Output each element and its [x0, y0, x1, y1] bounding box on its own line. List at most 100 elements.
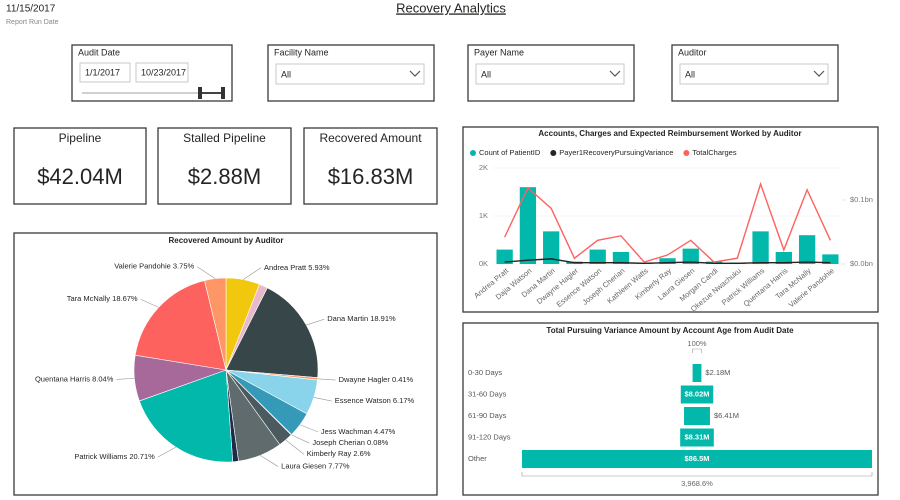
slice-name: Tara McNally: [67, 294, 111, 303]
chart-title: Accounts, Charges and Expected Reimburse…: [538, 129, 801, 138]
filter-label: Payer Name: [474, 47, 524, 57]
funnel-annotation: 100%: [687, 339, 707, 348]
line-series: [504, 258, 831, 265]
y-tick-label: 2K: [479, 163, 488, 172]
slice-label: Jess Wachman 4.47%: [321, 427, 396, 436]
bar: [659, 258, 676, 264]
slice-name: Joseph Cherian: [312, 438, 365, 447]
funnel-bar: [680, 428, 714, 447]
funnel-category: 61-90 Days: [468, 411, 507, 420]
dropdown-chevron: [609, 70, 621, 77]
funnel-category: 31-60 Days: [468, 389, 507, 398]
funnel-annotation: 3,968.6%: [681, 479, 713, 488]
bar: [496, 249, 513, 264]
pie-slice: [204, 277, 227, 371]
leader-line: [140, 298, 159, 308]
funnel-value-label: $86.5M: [684, 454, 709, 463]
slice-label: Quentana Harris 8.04%: [35, 374, 114, 383]
chart-title: Recovered Amount by Auditor: [169, 236, 284, 245]
kpi-card: [157, 127, 292, 205]
funnel-panel: [462, 322, 879, 496]
funnel-value-label: $8.02M: [684, 389, 709, 398]
bar: [589, 249, 606, 264]
funnel-category: Other: [468, 454, 487, 463]
funnel-category: 0-30 Days: [468, 368, 502, 377]
bar: [543, 231, 560, 264]
legend-label: Count of PatientID: [479, 148, 541, 157]
date-to: 10/23/2017: [141, 67, 186, 77]
bar: [775, 252, 792, 264]
leader-line: [260, 455, 279, 467]
slice-label: Dana Martin 18.91%: [327, 314, 396, 323]
slice-name: Dwayne Hagler: [339, 375, 391, 384]
kpi-value: $2.88M: [188, 164, 261, 189]
slider-handle[interactable]: [198, 87, 202, 99]
slice-label: Patrick Williams 20.71%: [74, 452, 155, 461]
kpi-label: Stalled Pipeline: [183, 131, 266, 145]
pie-slice: [138, 369, 234, 463]
filter-label: Facility Name: [274, 47, 329, 57]
slice-label: Dwayne Hagler 0.41%: [339, 375, 414, 384]
dropdown-value: All: [481, 69, 491, 79]
leader-line: [299, 424, 319, 433]
slice-label: Andrea Pratt 5.93%: [264, 263, 330, 272]
dropdown[interactable]: [475, 63, 625, 85]
slice-label: Valerie Pandohie 3.75%: [114, 262, 194, 271]
legend-marker: [550, 150, 557, 156]
leader-line: [285, 439, 304, 455]
slider-handle[interactable]: [221, 87, 225, 99]
slice-name: Essence Watson: [335, 396, 391, 405]
y2-tick-label: $0.0bn: [850, 259, 873, 268]
bar: [798, 235, 816, 264]
slice-value: 18.91%: [370, 314, 396, 323]
kpi-value: $42.04M: [37, 164, 123, 189]
funnel-value-label: $2.18M: [705, 368, 730, 377]
funnel-value-label: $6.41M: [714, 411, 739, 420]
y-tick-label: 0K: [479, 259, 488, 268]
leader-line: [317, 378, 336, 381]
funnel-category: 91-120 Days: [468, 432, 511, 441]
report-date-caption: Report Run Date: [6, 19, 59, 26]
date-to-input[interactable]: [135, 62, 189, 83]
slice-name: Dana Martin: [327, 314, 368, 323]
y-tick-label: 1K: [479, 211, 488, 220]
leader-line: [291, 434, 310, 444]
leader-line: [242, 267, 262, 280]
date-from-input[interactable]: [79, 62, 131, 83]
slice-name: Laura Giesen: [281, 462, 326, 471]
funnel-bar: [684, 407, 710, 425]
report-date: 11/15/2017: [6, 4, 56, 15]
slice-value: 8.04%: [92, 374, 114, 383]
leader-line: [116, 378, 135, 380]
funnel-bar: [680, 385, 714, 404]
slice-value: 20.71%: [129, 452, 155, 461]
line-series: [504, 181, 832, 263]
bar: [682, 248, 699, 264]
dropdown[interactable]: [679, 63, 829, 85]
slice-value: 6.17%: [393, 396, 415, 405]
slice-name: Kimberly Ray: [307, 449, 352, 458]
slice-value: 0.08%: [367, 438, 389, 447]
kpi-value: $16.83M: [328, 164, 414, 189]
slice-value: 5.93%: [308, 263, 330, 272]
date-from: 1/1/2017: [85, 67, 120, 77]
slice-value: 2.6%: [353, 449, 370, 458]
chart-title: Total Pursuing Variance Amount by Accoun…: [546, 326, 794, 335]
leader-line: [306, 318, 325, 326]
kpi-label: Recovered Amount: [319, 131, 422, 145]
leader-line: [313, 397, 332, 402]
bar: [519, 187, 537, 264]
funnel-bar: [692, 364, 702, 382]
dropdown[interactable]: [275, 63, 425, 85]
slice-label: Joseph Cherian 0.08%: [312, 438, 388, 447]
dropdown-value: All: [281, 69, 291, 79]
report-title: Recovery Analytics: [396, 0, 506, 15]
slice-label: Laura Giesen 7.77%: [281, 462, 350, 471]
slice-value: 18.67%: [112, 294, 138, 303]
leader-line: [157, 446, 176, 458]
legend-label: Payer1RecoveryPursuingVariance: [559, 148, 673, 157]
slice-value: 3.75%: [173, 262, 195, 271]
y2-tick-label: $0.1bn: [850, 195, 873, 204]
